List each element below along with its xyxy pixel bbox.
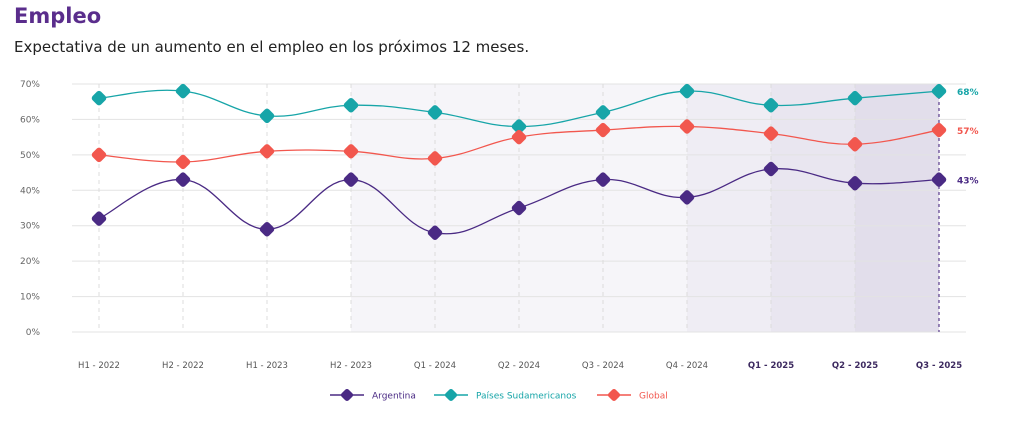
shaded-period-1 — [687, 84, 771, 332]
data-point-global — [343, 144, 359, 159]
y-tick-label: 0% — [26, 328, 41, 338]
data-point-argentina — [343, 172, 359, 187]
y-tick-label: 70% — [20, 80, 40, 90]
data-point-argentina — [931, 172, 947, 187]
data-point-pa-ses-sudamericanos — [595, 105, 611, 120]
chart-subtitle: Expectativa de un aumento en el empleo e… — [14, 38, 530, 56]
data-point-argentina — [679, 190, 695, 205]
x-tick-label: Q1 - 2025 — [748, 361, 794, 371]
data-point-global — [679, 119, 695, 134]
end-value-label: 43% — [957, 177, 979, 187]
y-tick-label: 60% — [20, 115, 40, 125]
legend-marker — [444, 388, 458, 402]
x-tick-label: Q2 - 2024 — [498, 361, 540, 371]
legend-label: Argentina — [372, 392, 416, 402]
shaded-period-2 — [771, 84, 855, 332]
data-point-pa-ses-sudamericanos — [343, 98, 359, 113]
data-point-pa-ses-sudamericanos — [847, 90, 863, 106]
data-point-global — [427, 151, 443, 166]
x-tick-label: H1 - 2023 — [246, 361, 288, 371]
data-point-argentina — [175, 172, 191, 187]
data-point-argentina — [763, 161, 779, 177]
data-point-argentina — [595, 172, 611, 187]
data-point-global — [511, 129, 527, 145]
data-point-pa-ses-sudamericanos — [763, 98, 779, 113]
data-point-global — [91, 147, 107, 163]
chart-title: Empleo — [14, 4, 102, 28]
end-value-label: 68% — [957, 88, 979, 98]
y-tick-label: 50% — [20, 151, 40, 161]
x-tick-label: Q3 - 2024 — [582, 361, 624, 371]
legend-marker — [607, 388, 621, 402]
data-point-pa-ses-sudamericanos — [679, 83, 695, 99]
end-value-label: 57% — [957, 127, 979, 137]
legend-label: Países Sudamericanos — [476, 392, 577, 402]
y-tick-label: 20% — [20, 257, 40, 267]
legend-label: Global — [639, 392, 668, 402]
data-point-argentina — [427, 225, 443, 241]
x-tick-label: Q1 - 2024 — [414, 361, 456, 371]
x-tick-label: Q4 - 2024 — [666, 361, 708, 371]
data-point-argentina — [91, 211, 107, 226]
data-point-global — [931, 122, 947, 138]
x-tick-label: Q2 - 2025 — [832, 361, 878, 371]
data-point-pa-ses-sudamericanos — [427, 105, 443, 120]
y-tick-label: 30% — [20, 222, 40, 232]
y-tick-label: 10% — [20, 293, 40, 303]
data-point-pa-ses-sudamericanos — [259, 108, 275, 124]
data-point-argentina — [511, 200, 527, 216]
data-point-pa-ses-sudamericanos — [175, 83, 191, 99]
x-tick-label: H2 - 2022 — [162, 361, 204, 371]
data-point-pa-ses-sudamericanos — [511, 119, 527, 134]
data-point-global — [259, 144, 275, 159]
data-point-argentina — [259, 222, 275, 237]
data-point-pa-ses-sudamericanos — [931, 83, 947, 99]
data-point-pa-ses-sudamericanos — [91, 90, 107, 106]
data-point-global — [847, 136, 863, 152]
y-tick-label: 40% — [20, 186, 40, 196]
data-point-global — [763, 126, 779, 141]
data-point-global — [595, 122, 611, 138]
x-tick-label: H2 - 2023 — [330, 361, 372, 371]
data-point-argentina — [847, 175, 863, 191]
x-tick-label: H1 - 2022 — [78, 361, 120, 371]
legend-marker — [340, 388, 354, 402]
shaded-period-3 — [855, 84, 939, 332]
data-point-global — [175, 154, 191, 170]
x-tick-label: Q3 - 2025 — [916, 361, 962, 371]
